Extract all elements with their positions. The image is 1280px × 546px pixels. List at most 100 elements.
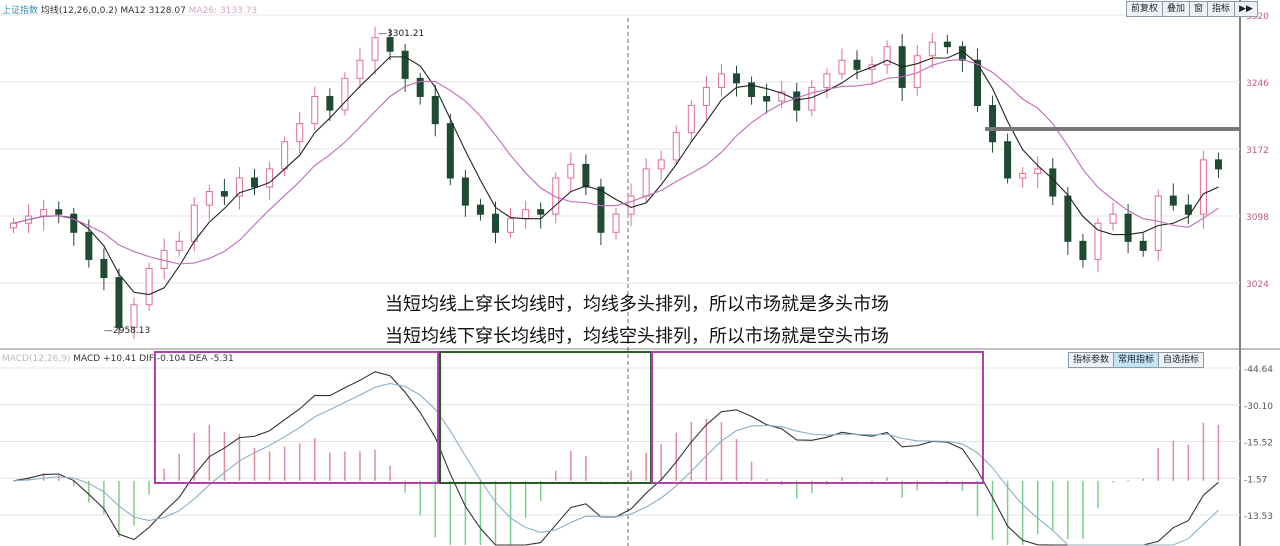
candle (446, 113, 454, 186)
candle (1184, 194, 1192, 225)
candle (627, 183, 635, 226)
candle-body (115, 277, 123, 328)
candle-body (1109, 213, 1117, 224)
candle-body (175, 240, 183, 251)
candle-body (928, 41, 936, 57)
candle-body (296, 123, 304, 143)
candle (356, 47, 364, 89)
candle-body (1184, 204, 1192, 215)
candle-body (1124, 213, 1132, 242)
candle (1064, 187, 1072, 255)
candle (838, 48, 846, 80)
macd-y-tick-label: -30.10 (1244, 402, 1273, 412)
candle (296, 111, 304, 154)
candle-body (1169, 195, 1177, 206)
candle-body (446, 123, 454, 179)
candle (175, 231, 183, 256)
y-tick-label: 3024 (1246, 280, 1269, 290)
candle-body (748, 82, 756, 97)
candle-body (823, 73, 831, 88)
candle (793, 82, 801, 122)
highlight-box-bull (154, 351, 439, 484)
y-tick-label: 3172 (1246, 146, 1269, 156)
candle-body (612, 213, 620, 233)
candle (672, 125, 680, 166)
candle (808, 80, 816, 117)
candle (522, 200, 530, 229)
candle-body (401, 50, 409, 79)
candle (1079, 234, 1087, 268)
candle-body (190, 204, 198, 242)
candle (507, 207, 515, 238)
candle-body (326, 95, 334, 111)
candle-body (1049, 168, 1057, 197)
candle (55, 201, 63, 224)
ma-short-line (13, 50, 1219, 296)
macd-button-custom[interactable]: 自选指标 (1163, 355, 1200, 365)
candle-body (642, 168, 650, 197)
candle (1094, 217, 1102, 273)
candle-body (1214, 159, 1222, 170)
candle-body (235, 177, 243, 197)
toolbar-button[interactable]: 窗 (1190, 2, 1209, 16)
low-price-label: —2958.13 (104, 326, 150, 336)
candle (702, 75, 710, 121)
price-header: 上证指数 均线(12,26,0,0.2) MA12 3128.07 MA26: … (2, 3, 257, 16)
index-name: 上证指数 (2, 6, 39, 16)
candle-body (1064, 195, 1072, 242)
candle-body (1199, 159, 1207, 215)
annotation-line-1: 当短均线上穿长均线时，均线多头排列，所以市场就是多头市场 (385, 294, 889, 315)
candle (657, 150, 665, 180)
candle-body (85, 231, 93, 260)
annotation-line-2: 当短均线下穿长均线时，均线空头排列，所以市场就是空头市场 (385, 326, 889, 347)
candle (1139, 233, 1147, 257)
candle-body (702, 86, 710, 107)
candle-body (251, 177, 259, 188)
high-price-label: —3301.21 (378, 29, 424, 39)
candle (717, 63, 725, 97)
candle-body (416, 77, 424, 97)
ma-label: MA12 (120, 6, 146, 16)
candle-body (10, 222, 18, 229)
candle-body (657, 159, 665, 170)
candle-body (973, 59, 981, 107)
candle-body (431, 95, 439, 125)
candle-body (522, 209, 530, 220)
candle-body (371, 37, 379, 61)
toolbar-button[interactable]: 指标 (1208, 2, 1236, 16)
candle (461, 169, 469, 217)
candle-body (763, 95, 771, 102)
candle (160, 238, 168, 280)
candle (190, 196, 198, 252)
candle (943, 34, 951, 54)
candle (1214, 152, 1222, 178)
toolbar-next-button[interactable]: ▶▶ (1239, 4, 1253, 14)
ma-long-line (13, 58, 1219, 265)
candle-body (130, 304, 138, 328)
candle (537, 202, 545, 229)
candle (130, 297, 138, 340)
candle (612, 207, 620, 240)
macd-button-common[interactable]: 常用指标 (1114, 353, 1160, 367)
toolbar-button[interactable]: 叠加 (1163, 2, 1191, 16)
candle (913, 44, 921, 96)
candle-body (883, 46, 891, 66)
candle-body (1034, 168, 1042, 174)
candle (40, 199, 48, 231)
macd-value: MACD +10.41 (73, 354, 137, 364)
toolbar-button[interactable]: 前复权 (1127, 2, 1164, 16)
candle (928, 33, 936, 69)
candle (567, 152, 575, 192)
candle-body (1139, 240, 1147, 251)
candle-body (220, 191, 228, 197)
candle-body (1004, 141, 1012, 179)
dea-line (13, 382, 1219, 546)
macd-button-params[interactable]: 指标参数 (1069, 353, 1115, 367)
candle (989, 95, 997, 153)
candle-body (808, 86, 816, 111)
y-tick-label: 3098 (1246, 213, 1269, 223)
candle (687, 100, 695, 143)
candle-body (732, 73, 740, 84)
candle (823, 68, 831, 99)
candle (1034, 156, 1042, 188)
